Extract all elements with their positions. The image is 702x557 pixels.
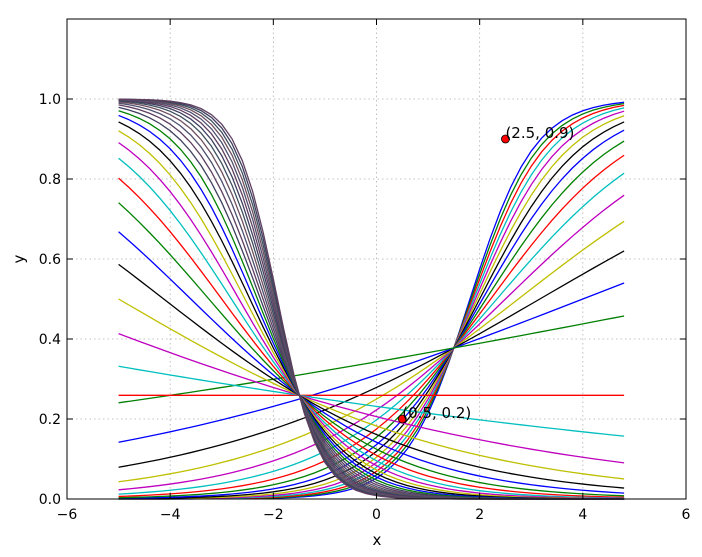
series-line [118, 129, 625, 499]
y-axis-label: y [10, 254, 28, 263]
x-tick-label: −6 [57, 507, 78, 523]
grid [67, 19, 686, 499]
annotated-point [501, 134, 510, 144]
series-line [118, 202, 625, 497]
y-tick-label: 0.0 [39, 492, 61, 508]
x-tick-label: 6 [682, 507, 691, 523]
series-line [118, 177, 625, 498]
point-label: (2.5, 0.9) [505, 124, 574, 142]
series-line [118, 194, 625, 491]
series-line [118, 333, 625, 464]
series-line [118, 315, 625, 404]
y-tick-label: 0.4 [39, 332, 61, 348]
annotated-point [397, 414, 407, 424]
series-line [118, 140, 625, 499]
series-line [118, 231, 625, 494]
x-tick-label: −4 [160, 507, 181, 523]
annotated-points: (0.5, 0.2) (2.5, 0.9) [397, 124, 574, 424]
y-tick-label: 0.6 [39, 252, 61, 268]
axis-ticks: −6 −4 −2 0 2 4 6 0.0 0.2 0.4 0.6 0.8 1.0 [39, 19, 691, 523]
x-tick-label: 4 [578, 507, 587, 523]
series-line [118, 282, 625, 443]
y-tick-label: 0.2 [39, 412, 61, 428]
x-tick-label: −2 [263, 507, 284, 523]
point-label: (0.5, 0.2) [402, 404, 471, 422]
curve-series [118, 98, 625, 500]
series-line [118, 365, 625, 437]
series-line [118, 298, 625, 480]
series-line [118, 115, 625, 500]
series-line [118, 157, 625, 499]
x-tick-label: 0 [372, 507, 381, 523]
series-line [118, 121, 625, 500]
x-tick-label: 2 [475, 507, 484, 523]
series-line [118, 220, 625, 483]
series-line [118, 250, 625, 468]
y-tick-label: 1.0 [39, 92, 61, 108]
series-line [118, 142, 625, 500]
series-line [118, 263, 625, 489]
y-tick-label: 0.8 [39, 172, 61, 188]
x-axis-label: x [373, 531, 382, 549]
